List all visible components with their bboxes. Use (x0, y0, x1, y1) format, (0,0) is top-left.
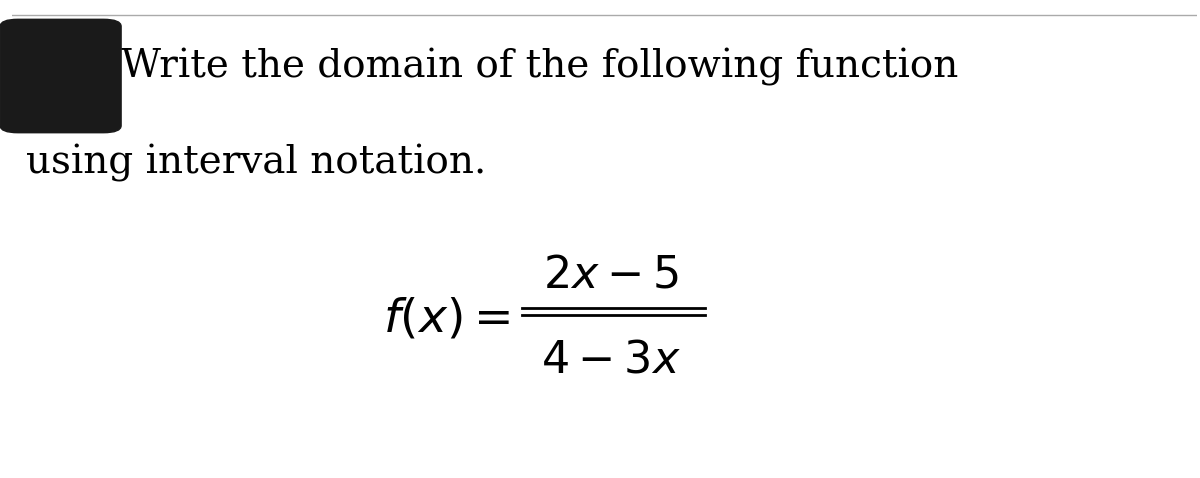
Text: Write the domain of the following function: Write the domain of the following functi… (121, 47, 959, 86)
FancyBboxPatch shape (0, 19, 121, 133)
Text: using interval notation.: using interval notation. (26, 144, 486, 183)
Text: $f(x) =$: $f(x) =$ (383, 297, 510, 342)
Text: $2x - 5$: $2x - 5$ (542, 253, 678, 296)
Text: $4 - 3x$: $4 - 3x$ (540, 338, 680, 381)
